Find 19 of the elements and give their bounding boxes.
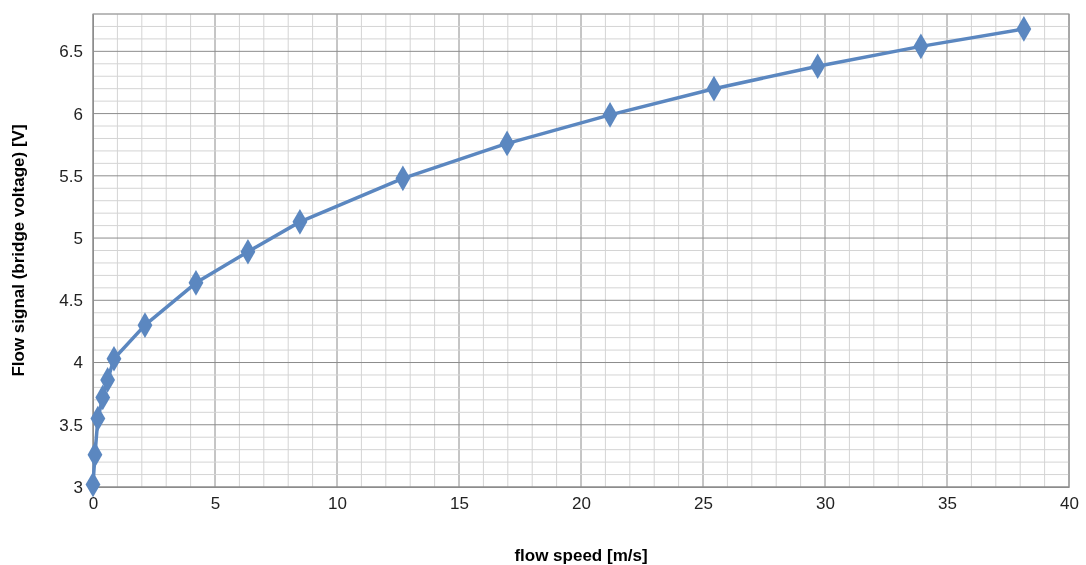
y-tick-label: 3 <box>73 477 83 497</box>
x-tick-label: 25 <box>694 494 713 514</box>
x-tick-label: 30 <box>816 494 835 514</box>
x-tick-label: 5 <box>210 494 221 514</box>
x-tick-label: 35 <box>938 494 957 514</box>
y-tick-label: 3.5 <box>59 415 83 435</box>
x-tick-label: 40 <box>1060 494 1079 514</box>
y-tick-label: 4.5 <box>59 291 83 311</box>
x-axis-title: flow speed [m/s] <box>514 546 648 565</box>
x-tick-label: 0 <box>88 494 99 514</box>
x-tick-label: 10 <box>328 494 347 514</box>
x-tick-label: 15 <box>450 494 469 514</box>
y-tick-label: 4 <box>73 353 83 373</box>
y-tick-label: 5.5 <box>59 166 83 186</box>
x-tick-label: 20 <box>572 494 591 514</box>
y-tick-label: 6.5 <box>59 42 83 62</box>
y-tick-label: 5 <box>73 228 83 248</box>
y-axis-title: Flow signal (bridge voltage) [V] <box>9 124 28 377</box>
y-tick-label: 6 <box>73 104 83 124</box>
